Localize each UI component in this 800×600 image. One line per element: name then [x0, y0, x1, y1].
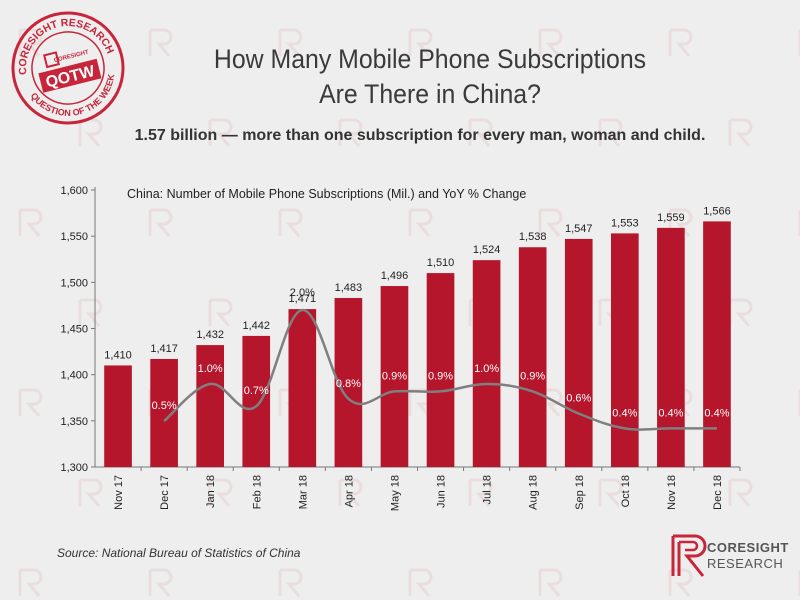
- y-tick-label: 1,450: [60, 324, 88, 336]
- bar: [703, 221, 731, 467]
- bar-value-label: 1,471: [289, 293, 317, 305]
- logo-name: CORESIGHT: [707, 540, 789, 555]
- bar-value-label: 1,442: [242, 320, 270, 332]
- page-subtitle: 1.57 billion — more than one subscriptio…: [134, 127, 706, 144]
- bar-value-label: 1,559: [657, 212, 685, 224]
- x-tick-label: Mar 18: [297, 475, 309, 509]
- y-tick-label: 1,550: [60, 231, 88, 243]
- yoy-value-label: 0.4%: [612, 407, 637, 419]
- bar: [242, 335, 271, 467]
- bar: [196, 345, 224, 467]
- bar-value-label: 1,496: [381, 270, 409, 282]
- yoy-value-label: 0.9%: [382, 370, 407, 382]
- page-title-line-2: Are There in China?: [319, 79, 541, 109]
- x-tick-label: May 18: [389, 475, 401, 511]
- bar-value-label: 1,538: [519, 231, 547, 243]
- bar: [472, 260, 501, 467]
- y-tick-label: 1,500: [60, 277, 88, 289]
- yoy-value-label: 0.7%: [244, 385, 269, 397]
- bar-value-label: 1,432: [196, 329, 224, 341]
- bar: [426, 273, 455, 467]
- y-tick-label: 1,300: [60, 462, 88, 474]
- bar-value-label: 1,410: [104, 349, 132, 361]
- yoy-value-label: 0.5%: [152, 400, 177, 412]
- bar: [518, 247, 547, 467]
- yoy-value-label: 0.8%: [336, 378, 361, 390]
- yoy-value-label: 1.0%: [474, 363, 499, 375]
- y-tick-label: 1,400: [60, 370, 88, 382]
- x-tick-label: Apr 18: [343, 475, 355, 507]
- coresight-logo-icon: [671, 534, 707, 577]
- yoy-value-label: 0.4%: [704, 407, 729, 419]
- bar: [657, 227, 685, 467]
- yoy-value-label: 1.0%: [198, 363, 223, 375]
- x-tick-label: Aug 18: [528, 475, 540, 510]
- x-tick-label: Dec 18: [712, 475, 724, 510]
- bar-value-label: 1,510: [427, 257, 455, 269]
- y-tick-label: 1,600: [60, 185, 88, 197]
- yoy-value-label: 2.0%: [290, 287, 315, 299]
- bar-value-label: 1,524: [473, 244, 501, 256]
- x-tick-label: Feb 18: [251, 475, 263, 509]
- x-tick-label: Jun 18: [436, 475, 448, 508]
- x-tick-label: Sep 18: [574, 475, 586, 510]
- yoy-value-label: 0.9%: [428, 370, 453, 382]
- logo-sub: RESEARCH: [707, 556, 784, 571]
- qotw-stamp-icon: CORESIGHT RESEARCH QUESTION OF THE WEEK …: [8, 8, 125, 128]
- yoy-change-line: [163, 308, 717, 431]
- bar-value-label: 1,553: [611, 217, 639, 229]
- bar-value-label: 1,483: [335, 282, 363, 294]
- y-tick-label: 1,350: [60, 416, 88, 428]
- bar-value-label: 1,547: [565, 223, 593, 235]
- bar-value-label: 1,417: [150, 343, 178, 355]
- source-note: Source: National Bureau of Statistics of…: [57, 546, 301, 560]
- bar-value-label: 1,566: [703, 205, 731, 217]
- x-tick-label: Nov 18: [666, 475, 678, 510]
- chart-title: China: Number of Mobile Phone Subscripti…: [127, 187, 526, 201]
- bar: [104, 365, 132, 467]
- x-tick-label: Dec 17: [159, 475, 171, 510]
- x-tick-label: Jul 18: [482, 475, 494, 504]
- page-title-line-1: How Many Mobile Phone Subscriptions: [213, 44, 647, 74]
- bar: [288, 309, 317, 467]
- yoy-value-label: 0.4%: [658, 407, 683, 419]
- x-tick-label: Jan 18: [205, 475, 217, 508]
- yoy-value-label: 0.6%: [566, 393, 591, 405]
- bar: [564, 238, 593, 467]
- x-tick-label: Nov 17: [113, 475, 125, 510]
- x-tick-label: Oct 18: [620, 475, 632, 507]
- yoy-value-label: 0.9%: [520, 370, 545, 382]
- bar: [611, 233, 639, 467]
- bar: [380, 286, 409, 467]
